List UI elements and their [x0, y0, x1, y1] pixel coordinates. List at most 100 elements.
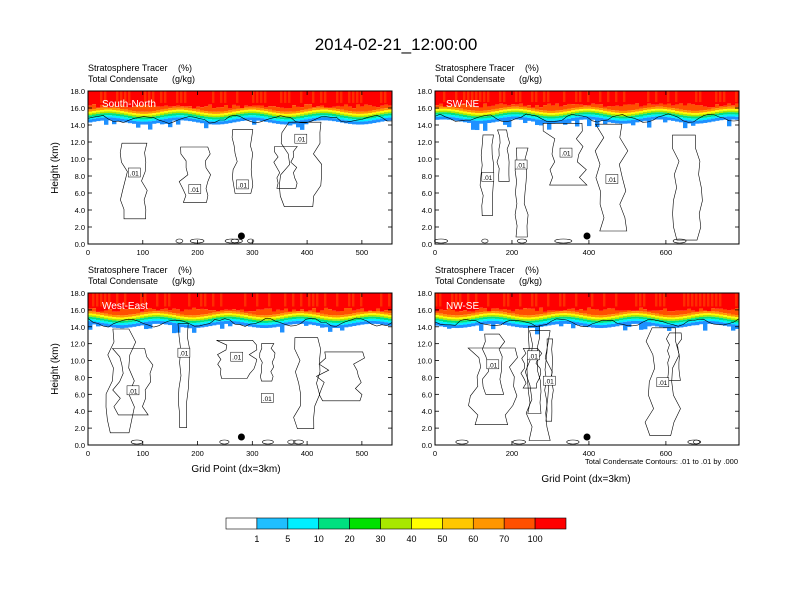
tracer-cell [667, 103, 672, 108]
tracer-cell [451, 324, 456, 328]
tracer-cell [156, 320, 161, 324]
tracer-cell [148, 115, 153, 118]
tracer-cell [168, 110, 173, 113]
tracer-streak [180, 91, 183, 103]
tracer-streak [268, 293, 271, 307]
tracer-cell [320, 316, 325, 318]
tracer-cell [571, 111, 576, 114]
tracer-cell [443, 321, 448, 325]
tracer-cell [364, 119, 369, 122]
tracer-cell [619, 106, 624, 111]
tracer-cell [463, 293, 468, 311]
tracer-cell [376, 308, 381, 312]
tracer-cell [384, 112, 389, 114]
tracer-cell [531, 315, 536, 318]
tracer-cell [356, 316, 361, 319]
tracer-cell [519, 314, 524, 318]
tracer-cell [683, 319, 688, 322]
tracer-cell [683, 105, 688, 111]
tracer-cell [555, 112, 560, 115]
tracer-cell [364, 311, 369, 314]
tracer-cell [188, 110, 193, 113]
tracer-cell [220, 319, 225, 322]
tracer-cell [152, 318, 157, 321]
tracer-cell [180, 113, 185, 116]
tracer-cell [384, 320, 389, 323]
tracer-cell [268, 315, 273, 318]
tracer-cell [368, 113, 373, 115]
tracer-cell [148, 111, 153, 114]
tracer-cell [655, 114, 660, 117]
tracer-cell [495, 311, 500, 314]
tracer-cell [108, 109, 113, 112]
tracer-cell [555, 103, 560, 111]
tracer-cell [719, 317, 724, 320]
tracer-cell [499, 311, 504, 314]
tracer-cell [519, 103, 524, 107]
tracer-cell [124, 115, 129, 118]
tracer-cell [439, 114, 444, 117]
tracer-cell [136, 308, 141, 314]
tracer-cell [164, 319, 169, 322]
tracer-cell [288, 113, 293, 116]
tracer-cell [671, 105, 676, 109]
tracer-cell [216, 321, 221, 325]
tracer-cell [479, 314, 484, 316]
tracer-cell [108, 117, 113, 121]
tracer-cell [252, 111, 257, 114]
tracer-cell [328, 322, 333, 325]
tracer-cell [368, 311, 373, 314]
tracer-cell [511, 114, 516, 117]
tracer-cell [635, 113, 640, 116]
tracer-cell [264, 111, 269, 113]
tracer-cell [531, 320, 536, 323]
tracer-cell [264, 293, 269, 309]
tracer-cell [260, 108, 265, 111]
tracer-cell [695, 113, 700, 115]
tracer-cell [571, 321, 576, 329]
tracer-cell [587, 114, 592, 117]
tracer-cell [599, 113, 604, 116]
tracer-cell [455, 111, 460, 114]
tracer-cell [611, 308, 616, 315]
tracer-cell [388, 313, 393, 316]
tracer-streak [152, 91, 155, 103]
tracer-cell [603, 116, 608, 119]
contour-label: .01 [607, 177, 616, 184]
tracer-cell [463, 117, 468, 120]
tracer-streak [96, 293, 99, 307]
tracer-cell [192, 109, 197, 112]
tracer-cell [348, 114, 353, 117]
tracer-cell [228, 110, 233, 113]
tracer-cell [703, 112, 708, 115]
tracer-cell [188, 116, 193, 119]
tracer-cell [507, 116, 512, 128]
panel-3-subtitle-1: Stratosphere Tracer [435, 265, 515, 275]
tracer-cell [156, 114, 161, 116]
tracer-cell [703, 313, 708, 316]
tracer-cell [519, 110, 524, 113]
tracer-cell [224, 313, 229, 316]
tracer-cell [547, 316, 552, 319]
tracer-cell [515, 106, 520, 109]
tracer-cell [695, 110, 700, 114]
colorbar-label: 50 [437, 534, 447, 544]
tracer-cell [567, 91, 572, 104]
tracer-cell [180, 293, 185, 312]
tracer-cell [136, 323, 141, 327]
tracer-cell [144, 319, 149, 322]
tracer-cell [723, 316, 728, 319]
tracer-cell [471, 120, 476, 130]
tracer-cell [96, 118, 101, 122]
tracer-cell [595, 107, 600, 110]
tracer-cell [192, 114, 197, 117]
tracer-cell [691, 312, 696, 315]
tracer-streak [547, 293, 550, 307]
tracer-cell [451, 109, 456, 112]
y-tick-label: 4.0 [75, 407, 85, 416]
tracer-cell [575, 312, 580, 315]
tracer-cell [128, 107, 133, 111]
tracer-cell [495, 91, 500, 105]
tracer-cell [112, 293, 117, 312]
tracer-cell [352, 318, 357, 321]
